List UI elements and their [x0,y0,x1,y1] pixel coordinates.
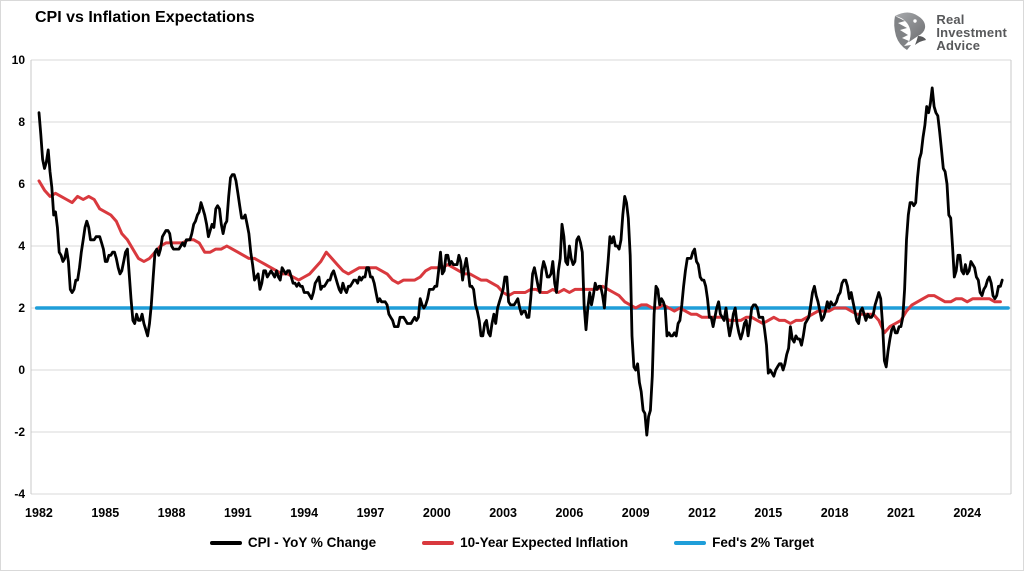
legend-label-fed-target: Fed's 2% Target [712,535,815,550]
y-tick-label: 10 [12,53,26,67]
y-tick-label: 4 [18,239,25,253]
x-tick-label: 1994 [290,506,318,520]
cpi-line-swatch [209,540,242,545]
x-tick-label: 1997 [357,506,385,520]
fed-target-line-swatch [674,540,707,545]
x-tick-label: 2000 [423,506,451,520]
x-tick-label: 2012 [688,506,716,520]
x-tick-label: 1991 [224,506,252,520]
x-tick-label: 2021 [887,506,915,520]
x-tick-label: 2009 [622,506,650,520]
legend-label-cpi: CPI - YoY % Change [247,535,377,550]
x-tick-label: 2024 [953,506,981,520]
x-tick-label: 1982 [25,506,53,520]
x-tick-label: 2003 [489,506,517,520]
y-tick-label: 0 [18,363,25,377]
real-investment-advice-logo: Real Investment Advice [886,9,1007,55]
y-tick-label: 6 [18,177,25,191]
legend-item-cpi: CPI - YoY % Change [209,535,377,550]
logo-line-2: Investment [936,24,1007,40]
legend-label-expected-inflation: 10-Year Expected Inflation [460,535,629,550]
y-tick-label: -4 [14,487,25,501]
x-tick-label: 2006 [555,506,583,520]
y-tick-label: -2 [14,425,25,439]
cpi-yoy-line [37,86,1004,437]
legend-item-fed-target: Fed's 2% Target [674,535,814,550]
logo-text: Real Investment Advice [936,13,1007,52]
expected-inflation-line [37,179,1002,335]
x-tick-label: 1985 [91,506,119,520]
legend-item-expected-inflation: 10-Year Expected Inflation [422,535,628,550]
y-tick-label: 8 [18,115,25,129]
chart-legend: CPI - YoY % Change 10-Year Expected Infl… [1,535,1023,550]
x-tick-label: 2015 [754,506,782,520]
chart-title: CPI vs Inflation Expectations [35,9,255,26]
y-tick-label: 2 [18,301,25,315]
eagle-icon [894,12,927,50]
logo-line-3: Advice [936,37,981,53]
x-tick-label: 1988 [158,506,186,520]
expected-inflation-line-swatch [422,540,455,545]
logo-line-1: Real [936,11,965,27]
x-tick-label: 2018 [821,506,849,520]
